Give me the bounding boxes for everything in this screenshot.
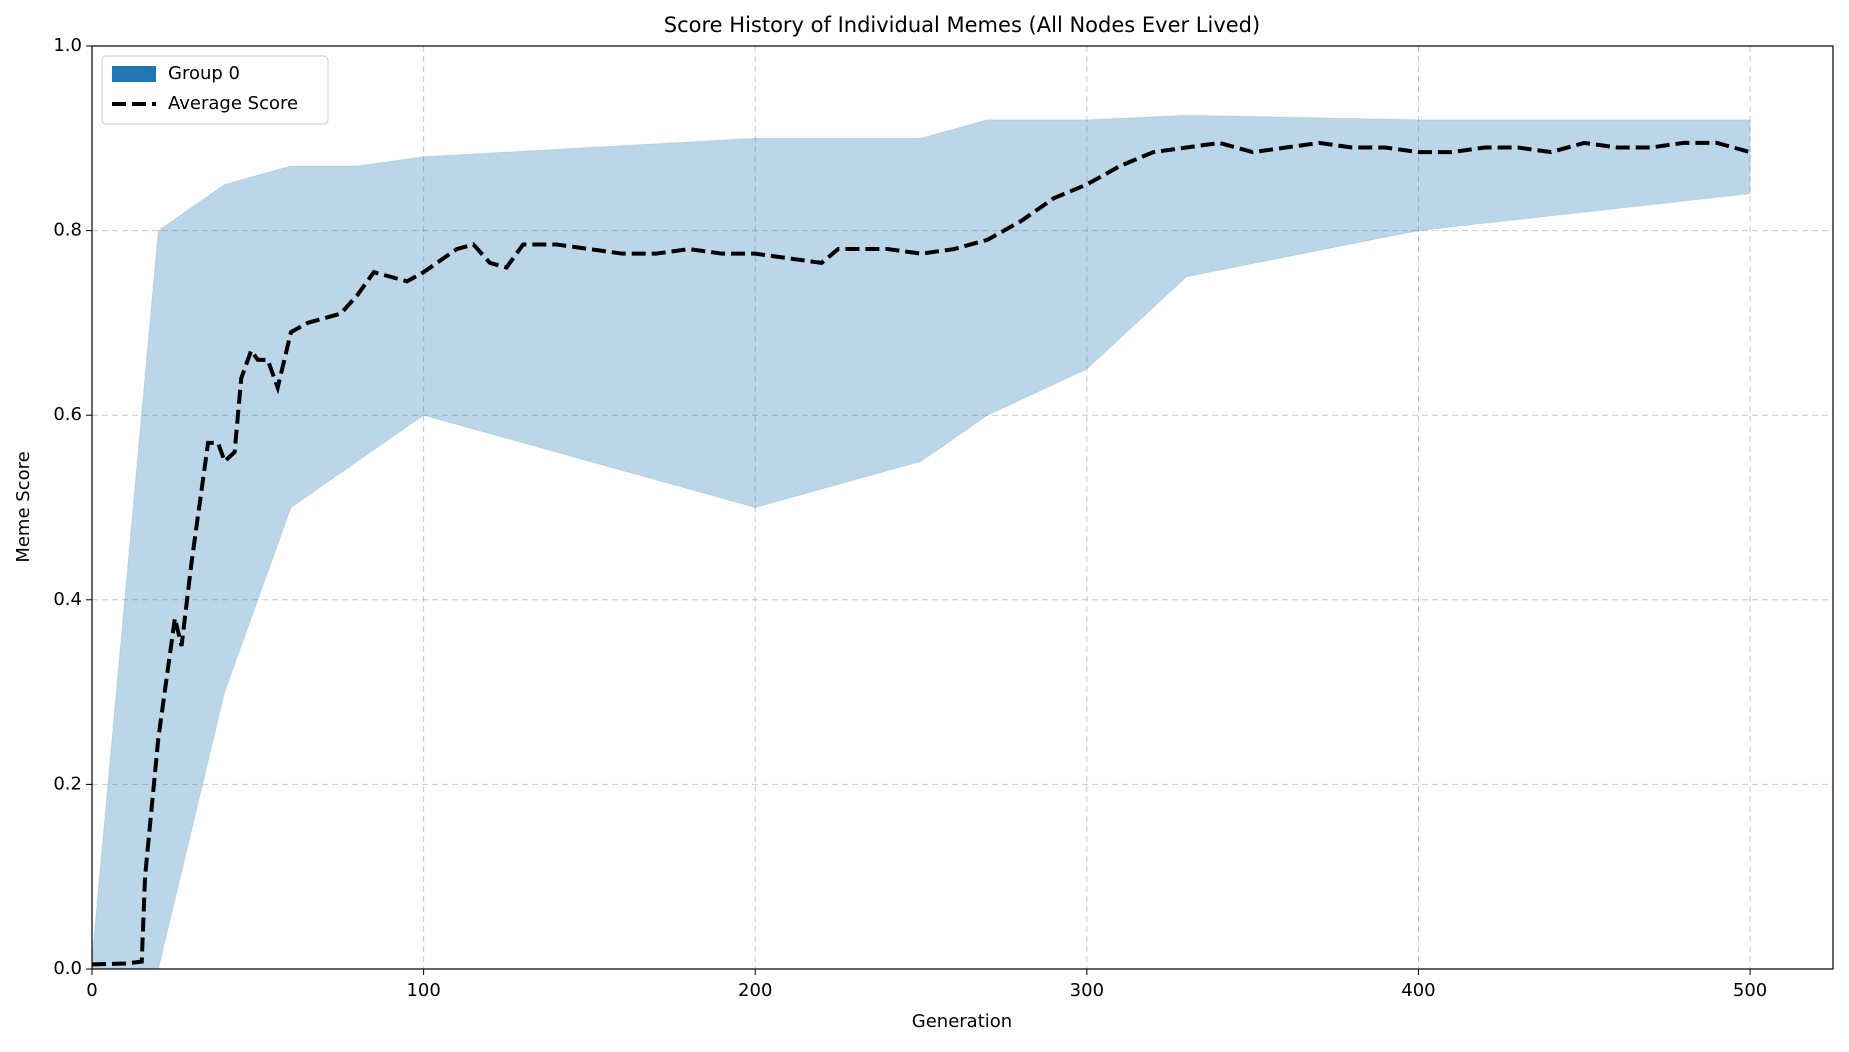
plot-frame (91, 45, 1834, 970)
y-tick-label: 1.0 (53, 35, 82, 56)
legend-box (101, 55, 329, 125)
x-tick-label: 100 (406, 980, 440, 1001)
score-band (91, 114, 1751, 970)
x-tick-label: 500 (1733, 980, 1767, 1001)
legend-swatch (112, 66, 156, 82)
legend-label: Average Score (168, 93, 298, 114)
y-tick-label: 0.8 (53, 220, 82, 241)
x-tick-label: 0 (86, 980, 97, 1001)
chart-title: Score History of Individual Memes (All N… (664, 13, 1260, 37)
y-axis-label: Meme Score (13, 451, 34, 562)
legend-label: Group 0 (168, 63, 240, 84)
x-tick-label: 300 (1070, 980, 1104, 1001)
y-tick-label: 0.0 (53, 958, 82, 979)
legend: Group 0 Average Score (101, 55, 329, 125)
y-tick-label: 0.4 (53, 589, 82, 610)
y-tick-label: 0.2 (53, 773, 82, 794)
x-axis-label: Generation (912, 1011, 1012, 1032)
average-line (91, 140, 1751, 967)
x-tick-label: 400 (1401, 980, 1435, 1001)
y-tick-label: 0.6 (53, 404, 82, 425)
x-tick-label: 200 (738, 980, 772, 1001)
